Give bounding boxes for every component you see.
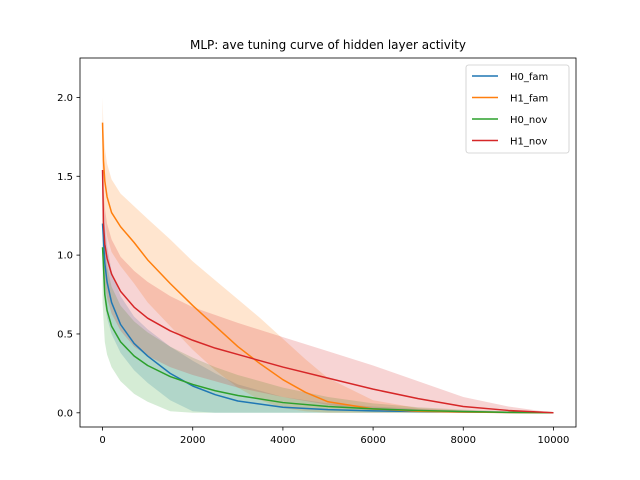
- x-tick-label: 6000: [360, 435, 385, 446]
- legend-entry-h1-nov: H1_nov: [472, 137, 547, 148]
- x-axis: 0 2000 4000 6000 8000 10000: [99, 427, 569, 446]
- x-tick-label: 0: [99, 435, 105, 446]
- legend-box: [465, 64, 570, 154]
- y-axis: 0.0 0.5 1.0 1.5 2.0: [57, 93, 80, 419]
- x-tick-label: 10000: [538, 435, 570, 446]
- legend: H0_fam H1_fam H0_nov H1_nov: [465, 64, 570, 154]
- band-h0-nov: [102, 207, 554, 413]
- x-tick-label: 2000: [180, 435, 205, 446]
- y-tick-label: 1.5: [57, 172, 73, 183]
- band-h1-nov: [102, 136, 554, 413]
- plot-frame: [79, 57, 577, 428]
- series-lines: [101, 122, 554, 414]
- y-tick-label: 0.5: [57, 329, 73, 340]
- series-line-h0-nov: [101, 247, 554, 414]
- x-tick-label: 4000: [270, 435, 295, 446]
- series-line-h1-nov: [101, 169, 554, 414]
- x-tick-label: 8000: [451, 435, 476, 446]
- legend-label: H1_nov: [510, 137, 547, 148]
- legend-entry-h0-nov: H0_nov: [472, 115, 547, 126]
- legend-label: H0_fam: [510, 72, 548, 83]
- legend-label: H0_nov: [510, 115, 547, 126]
- chart-title: MLP: ave tuning curve of hidden layer ac…: [190, 38, 466, 52]
- band-h1-fam: [102, 97, 554, 413]
- y-tick-label: 1.0: [57, 251, 73, 262]
- y-tick-label: 2.0: [57, 93, 73, 104]
- y-tick-label: 0.0: [57, 408, 73, 419]
- legend-entry-h1-fam: H1_fam: [472, 94, 548, 105]
- confidence-bands: [102, 97, 554, 413]
- legend-label: H1_fam: [510, 94, 548, 105]
- legend-entry-h0-fam: H0_fam: [472, 72, 548, 83]
